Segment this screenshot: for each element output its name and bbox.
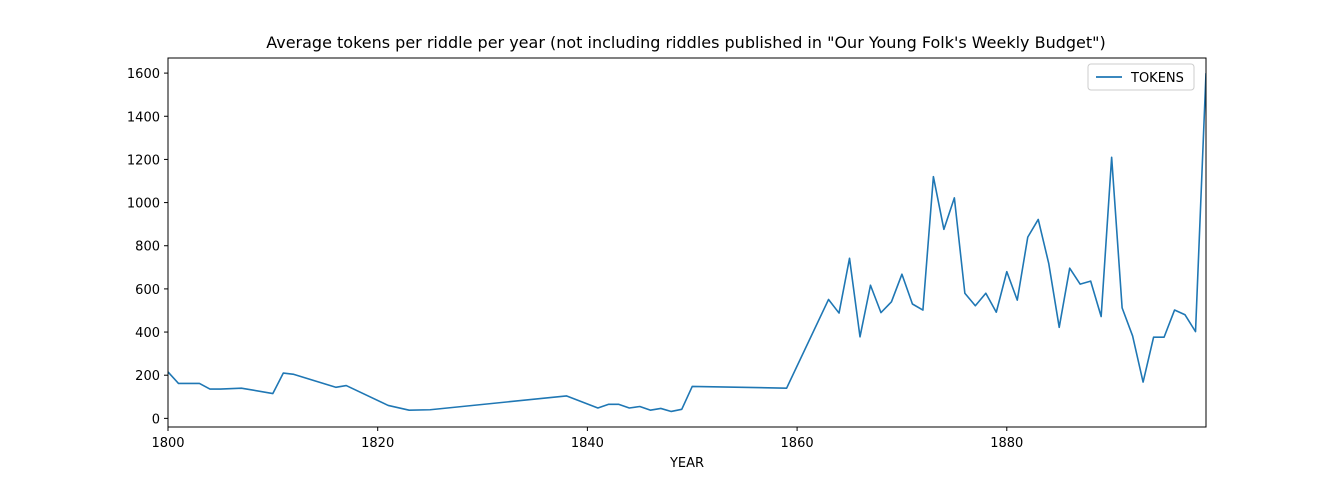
- x-tick-label: 1860: [781, 436, 814, 451]
- legend-box: [1087, 63, 1195, 91]
- y-tick-label: 400: [135, 326, 160, 341]
- x-tick-label: 1800: [151, 436, 184, 451]
- y-tick-label: 1400: [127, 110, 160, 125]
- x-tick-label: 1840: [571, 436, 604, 451]
- y-tick-label: 600: [135, 283, 160, 298]
- legend-label: TOKENS: [1130, 71, 1184, 86]
- x-tick-label: 1880: [990, 436, 1023, 451]
- chart-title: Average tokens per riddle per year (not …: [266, 33, 1106, 52]
- y-tick-label: 1600: [127, 67, 160, 82]
- plot-frame: [167, 57, 1207, 428]
- plot-area: [167, 57, 1207, 428]
- y-axis: 0 200 400 600 800 1000 1200 1400 1600: [127, 67, 168, 427]
- x-tick-label: 1820: [361, 436, 394, 451]
- y-tick-label: 800: [135, 240, 160, 255]
- y-tick-label: 1000: [127, 197, 160, 212]
- legend: TOKENS: [1087, 63, 1195, 91]
- y-tick-label: 0: [152, 412, 160, 427]
- x-axis: 1800 1820 1840 1860 1880: [151, 427, 1023, 451]
- series-line-tokens: [168, 73, 1206, 413]
- x-axis-label: YEAR: [669, 456, 704, 471]
- y-tick-label: 200: [135, 369, 160, 384]
- y-tick-label: 1200: [127, 153, 160, 168]
